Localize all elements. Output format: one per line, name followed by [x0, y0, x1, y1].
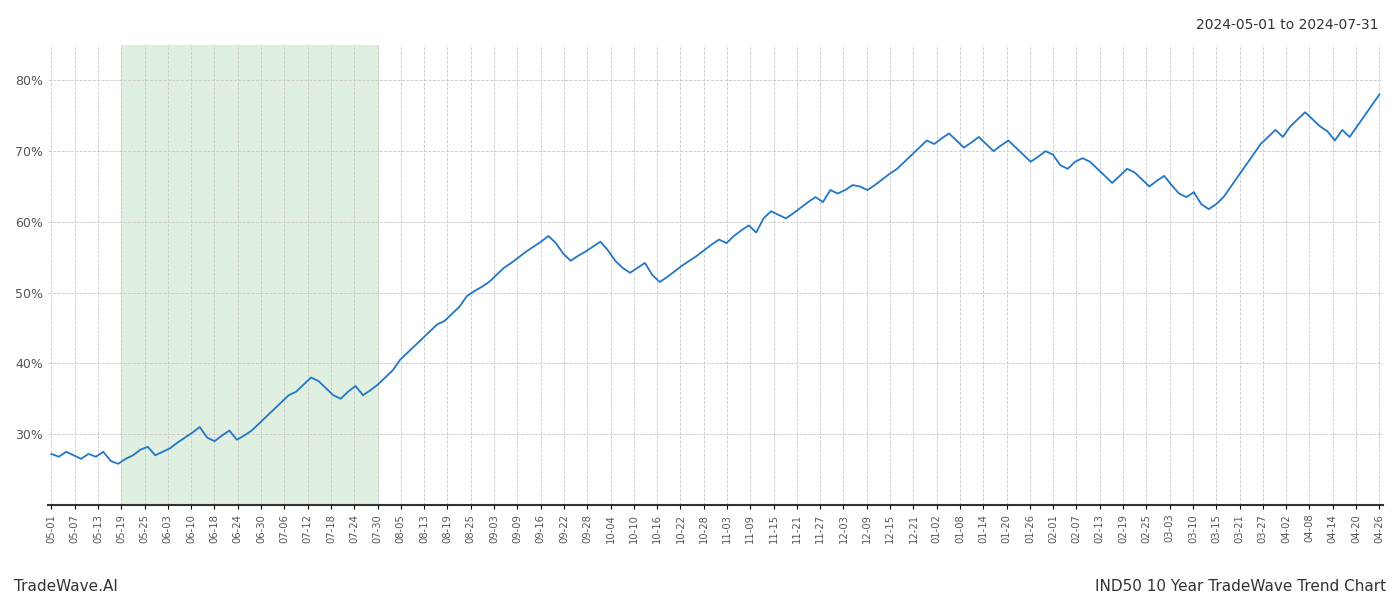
- Bar: [122, 45, 378, 505]
- Text: TradeWave.AI: TradeWave.AI: [14, 579, 118, 594]
- Text: IND50 10 Year TradeWave Trend Chart: IND50 10 Year TradeWave Trend Chart: [1095, 579, 1386, 594]
- Text: 2024-05-01 to 2024-07-31: 2024-05-01 to 2024-07-31: [1197, 18, 1379, 32]
